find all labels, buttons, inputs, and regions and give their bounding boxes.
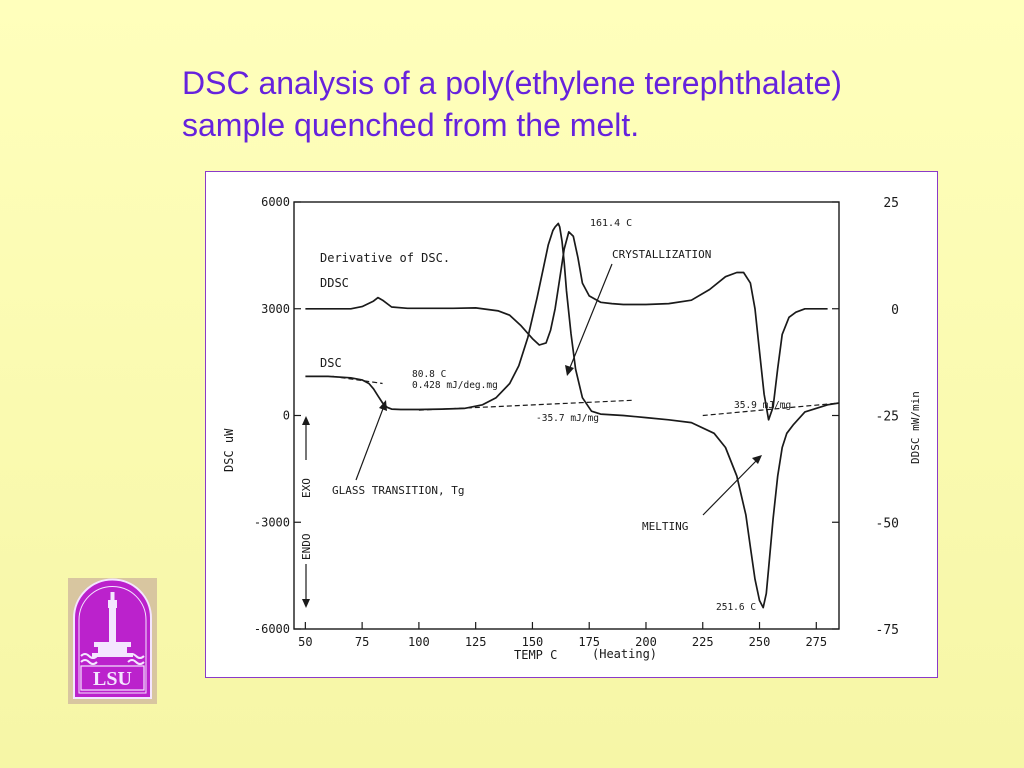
- baseline: [702, 402, 840, 417]
- x-tick-label: 75: [355, 635, 369, 649]
- glass-transition-label: GLASS TRANSITION, Tg: [332, 484, 464, 497]
- logo-text: LSU: [93, 668, 132, 690]
- melting-label: MELTING: [642, 520, 688, 533]
- dsc-series-label: DSC: [320, 356, 342, 370]
- series-dsc-line: [305, 222, 840, 609]
- derivative-title: Derivative of DSC.: [320, 251, 450, 265]
- y-right-axis-label: DDSC mW/min: [909, 391, 922, 464]
- y-left-tick-label: -6000: [254, 622, 290, 636]
- peak-temp-label: 161.4 C: [590, 218, 632, 229]
- endo-arrow-head: [302, 599, 310, 608]
- x-axis-label-suffix: (Heating): [592, 647, 657, 661]
- title-line-2: sample quenched from the melt.: [182, 107, 640, 143]
- x-tick-label: 250: [749, 635, 771, 649]
- melting-arrow: [702, 455, 762, 516]
- x-tick-label: 175: [578, 635, 600, 649]
- title-line-1: DSC analysis of a poly(ethylene terephth…: [182, 65, 842, 101]
- x-axis-label: TEMP C: [514, 648, 557, 662]
- y-right-tick-label: -75: [876, 623, 899, 638]
- y-right-tick-label: 0: [891, 303, 899, 318]
- cryst-enthalpy-label: -35.7 mJ/mg: [536, 413, 599, 424]
- y-right-tick-label: 25: [883, 196, 899, 211]
- lsu-logo: LSU: [68, 578, 157, 704]
- melt-enthalpy-label: 35.9 mJ/mg: [734, 400, 791, 411]
- tg-value-label: 0.428 mJ/deg.mg: [412, 380, 498, 391]
- exo-arrow-head: [302, 416, 310, 425]
- logo-text-band: [80, 665, 145, 691]
- tg-temp-label: 80.8 C: [412, 369, 446, 380]
- series-ddsc-line: [305, 231, 828, 421]
- crystallization-label: CRYSTALLIZATION: [612, 248, 711, 261]
- y-left-tick-label: 0: [283, 409, 290, 423]
- y-left-tick-label: 6000: [261, 195, 290, 209]
- y-right-tick-label: -50: [876, 516, 899, 531]
- dsc-figure: 6000 3000 0 -3000 -6000 25 0 -25 -50 -75 50 75 100…: [205, 171, 938, 678]
- endo-label: ENDO: [300, 534, 313, 561]
- glass-transition-arrow: [355, 400, 387, 481]
- tower-icon: [92, 592, 133, 657]
- x-tick-label: 275: [805, 635, 827, 649]
- wave-icon: [80, 653, 145, 665]
- x-tick-label: 100: [408, 635, 430, 649]
- ddsc-series-label: DDSC: [320, 276, 349, 290]
- x-tick-label: 200: [635, 635, 657, 649]
- lsu-shield-inner-border: [78, 586, 147, 694]
- melt-peak-label: 251.6 C: [716, 602, 756, 613]
- exo-label: EXO: [300, 478, 313, 498]
- x-tick-label: 225: [692, 635, 714, 649]
- y-left-tick-label: -3000: [254, 515, 290, 529]
- crystallization-arrow: [565, 263, 613, 376]
- x-tick-label: 150: [522, 635, 544, 649]
- y-right-tick-label: -25: [876, 410, 899, 425]
- x-tick-label: 125: [465, 635, 487, 649]
- y-left-axis-label: DSC uW: [222, 428, 236, 472]
- slide-title: DSC analysis of a poly(ethylene terephth…: [182, 62, 982, 146]
- y-left-tick-label: 3000: [261, 302, 290, 316]
- x-tick-label: 50: [298, 635, 312, 649]
